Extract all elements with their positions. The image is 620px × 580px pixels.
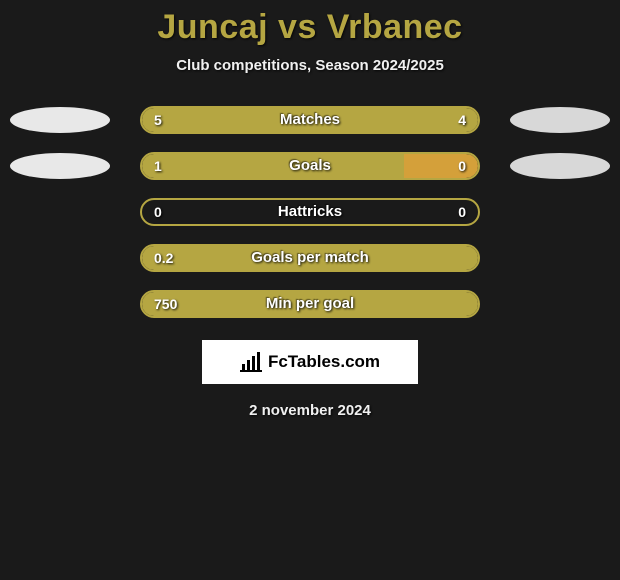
page-title: Juncaj vs Vrbanec bbox=[0, 8, 620, 47]
root-container: Juncaj vs Vrbanec Club competitions, Sea… bbox=[0, 0, 620, 419]
stat-label: Hattricks bbox=[142, 200, 478, 224]
stat-label: Goals per match bbox=[142, 246, 478, 270]
stat-row: 0.2Goals per match bbox=[0, 244, 620, 272]
subtitle: Club competitions, Season 2024/2025 bbox=[0, 57, 620, 74]
brand-box[interactable]: FcTables.com bbox=[202, 340, 418, 384]
stat-bar: 750Min per goal bbox=[140, 290, 480, 318]
stat-bar: 0.2Goals per match bbox=[140, 244, 480, 272]
footer-date: 2 november 2024 bbox=[0, 402, 620, 419]
stat-label: Min per goal bbox=[142, 292, 478, 316]
player-right-ellipse bbox=[510, 153, 610, 179]
stat-row: 5Matches4 bbox=[0, 106, 620, 134]
stat-label: Goals bbox=[142, 154, 478, 178]
player-left-ellipse bbox=[10, 153, 110, 179]
stat-label: Matches bbox=[142, 108, 478, 132]
stat-value-right: 0 bbox=[458, 154, 466, 178]
stat-bar: 1Goals0 bbox=[140, 152, 480, 180]
stat-value-right: 0 bbox=[458, 200, 466, 224]
bar-chart-icon bbox=[240, 352, 262, 372]
stat-row: 750Min per goal bbox=[0, 290, 620, 318]
player-left-ellipse bbox=[10, 107, 110, 133]
stat-row: 1Goals0 bbox=[0, 152, 620, 180]
stats-area: 5Matches41Goals00Hattricks00.2Goals per … bbox=[0, 106, 620, 318]
stat-row: 0Hattricks0 bbox=[0, 198, 620, 226]
stat-bar: 5Matches4 bbox=[140, 106, 480, 134]
player-right-ellipse bbox=[510, 107, 610, 133]
stat-bar: 0Hattricks0 bbox=[140, 198, 480, 226]
brand-text: FcTables.com bbox=[268, 352, 380, 372]
stat-value-right: 4 bbox=[458, 108, 466, 132]
